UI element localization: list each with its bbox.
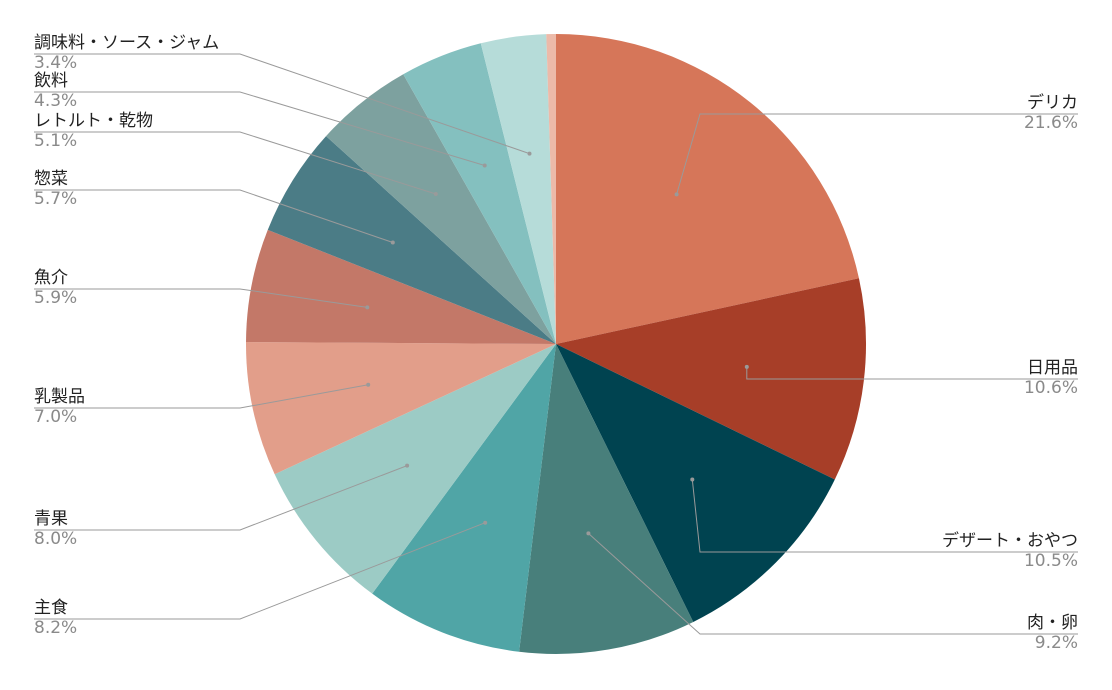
slice-label: 調味料・ソース・ジャム [34,33,219,53]
slice-label: 飲料 [34,71,68,91]
leader-line [34,522,486,620]
slice-label: デリカ [1027,92,1078,113]
pie-labels: デリカ21.6%日用品10.6%デザート・おやつ10.5%肉・卵9.2%主食8.… [34,33,1078,653]
pie-slice [556,34,859,344]
pie-slices [246,33,866,654]
pie-slice [267,136,556,344]
leader-line [34,131,436,195]
pie-slice [274,344,556,594]
leader-line [588,533,1078,635]
leader-line [691,479,1078,553]
leader-line [34,189,393,243]
leader-line [34,91,485,166]
slice-percent-label: 10.6% [1024,378,1078,398]
leader-dot [744,364,749,369]
slice-label: デザート・おやつ [942,530,1078,551]
pie-slice [546,33,556,344]
leader-line [34,288,368,308]
leader-line [676,113,1078,195]
leader-dot [482,163,487,168]
slice-percent-label: 3.4% [34,53,77,73]
slice-percent-label: 5.7% [34,189,77,209]
leader-dot [366,382,371,387]
leader-dot [365,305,370,310]
leader-line [34,384,369,409]
slice-percent-label: 21.6% [1024,113,1078,133]
pie-slice [519,344,694,654]
leader-line [746,366,1078,380]
slice-label: 主食 [34,598,68,618]
slice-label: 魚介 [34,268,68,288]
pie-slice [403,43,556,344]
pie-slice [246,229,556,344]
leader-dot [390,240,395,245]
pie-slice [556,278,866,480]
leader-dot [483,520,488,525]
slice-label: レトルト・乾物 [34,111,153,131]
leader-line [34,53,530,155]
slice-percent-label: 9.2% [1035,633,1078,653]
slice-percent-label: 8.2% [34,618,77,638]
pie-slice [326,74,556,345]
leader-dot [674,192,679,197]
leader-dot [586,531,591,536]
leader-line [34,465,408,531]
slice-label: 惣菜 [34,169,68,189]
leader-dot [405,463,410,468]
slice-percent-label: 7.0% [34,407,77,427]
slice-label: 乳製品 [34,387,85,407]
leader-dot [433,192,438,196]
leader-dot [527,151,532,156]
leader-dot [690,477,695,482]
pie-slice [480,34,556,345]
pie-slice [372,344,556,652]
slice-percent-label: 10.5% [1024,551,1078,571]
slice-percent-label: 8.0% [34,529,77,549]
slice-percent-label: 4.3% [34,91,77,111]
slice-label: 肉・卵 [1027,613,1078,633]
slice-percent-label: 5.1% [34,131,77,151]
slice-percent-label: 5.9% [34,288,77,308]
slice-label: 日用品 [1027,358,1078,378]
slice-label: 青果 [34,509,68,529]
pie-slice [246,342,557,475]
